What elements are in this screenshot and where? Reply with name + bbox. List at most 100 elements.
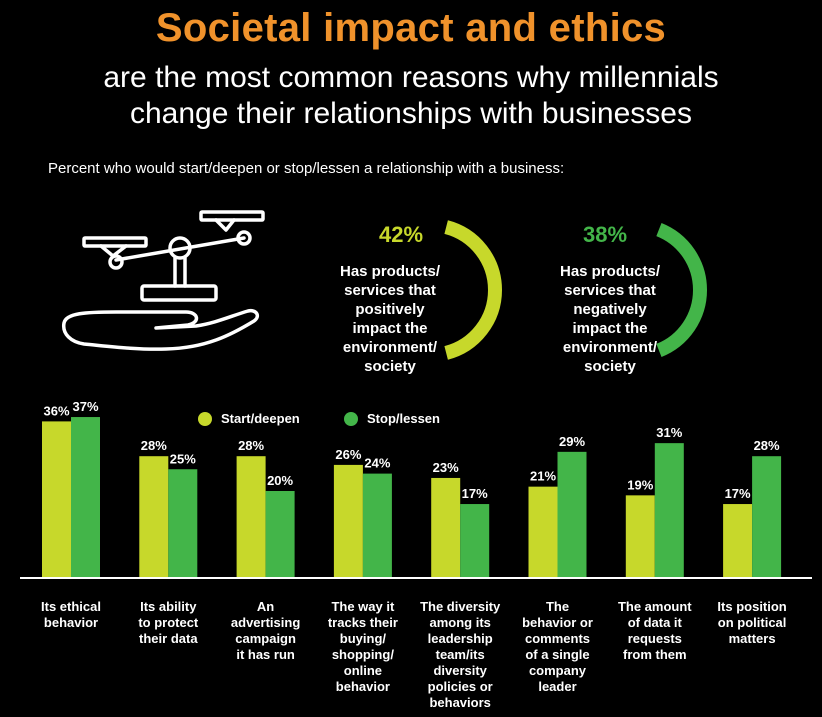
data-label-stop-7: 28%: [754, 438, 780, 453]
category-label-line: to protect: [138, 615, 199, 630]
data-label-stop-4: 17%: [462, 486, 488, 501]
bar-start-7: [723, 504, 753, 578]
stat-description-line: services that: [564, 282, 656, 299]
category-label-0: Its ethical behavior: [21, 599, 121, 631]
stat-ring-arc: [656, 223, 707, 357]
category-label-line: it has run: [236, 647, 295, 662]
category-label-4: The diversity among its leadership team/its…: [410, 599, 510, 711]
stat-value-positive: 42%: [379, 222, 424, 247]
stat-description-line: services that: [344, 282, 436, 299]
category-label-line: advertising: [230, 615, 301, 630]
stat-description-line: society: [364, 358, 416, 375]
legend-item-start: Start/deepen: [198, 411, 300, 426]
bar-start-2: [236, 456, 266, 578]
data-label-stop-6: 31%: [656, 425, 682, 440]
data-label-stop-5: 29%: [559, 434, 585, 449]
category-label-line: policies or: [427, 679, 493, 694]
category-label-line: among its: [429, 615, 491, 630]
category-label-line: The amount: [617, 599, 692, 614]
stat-description-negative: Has products/services that negatively impa…: [540, 262, 680, 376]
category-label-7: Its position on political matters: [702, 599, 802, 647]
legend-swatch-start: [198, 411, 212, 426]
stat-description-line: Has products/: [339, 263, 441, 280]
bar-start-1: [139, 456, 169, 578]
bar-stop-4: [460, 504, 490, 578]
category-label-line: tracks their: [327, 615, 398, 630]
page-subtitle-line-2: change their relationships with business…: [130, 97, 692, 130]
data-label-stop-1: 25%: [170, 451, 196, 466]
category-label-line: The diversity: [420, 599, 501, 614]
stat-description-line: environment/: [342, 339, 438, 356]
category-label-line: team/its: [435, 647, 485, 662]
stat-description-line: Has products/: [559, 263, 661, 280]
data-label-start-1: 28%: [141, 438, 167, 453]
bar-stop-7: [752, 456, 782, 578]
bar-start-5: [528, 486, 558, 578]
data-label-start-2: 28%: [238, 438, 264, 453]
stat-ring-negative: [656, 223, 707, 357]
data-label-stop-3: 24%: [364, 456, 390, 471]
page-subtitle-line-1: are the most common reasons why millenni…: [103, 61, 719, 94]
category-label-line: behaviors: [429, 695, 491, 710]
category-label-1: Its ability to protect their data: [118, 599, 218, 647]
category-label-line: leadership: [427, 631, 493, 646]
stat-description-line: environment/: [562, 339, 658, 356]
category-label-line: on political: [717, 615, 787, 630]
bar-stop-3: [362, 473, 392, 578]
stat-description-positive: Has products/services that positively impa…: [320, 262, 460, 376]
bar-start-0: [42, 421, 71, 578]
bar-start-6: [625, 495, 655, 578]
category-label-line: their data: [139, 631, 198, 646]
category-label-line: The way it: [331, 599, 395, 614]
page-title: Societal impact and ethics: [155, 6, 667, 50]
data-label-stop-0: 37%: [72, 399, 98, 414]
category-label-line: The: [545, 599, 570, 614]
stat-description-line: impact the: [572, 320, 648, 337]
category-label-3: The way it tracks their buying/shopping/on…: [313, 599, 413, 695]
category-label-line: comments: [524, 631, 591, 646]
category-label-line: buying/: [339, 631, 386, 646]
bar-stop-6: [654, 443, 684, 578]
category-label-line: of data it: [627, 615, 682, 630]
category-label-line: leader: [538, 679, 577, 694]
category-label-line: matters: [728, 631, 776, 646]
data-label-stop-2: 20%: [267, 473, 293, 488]
category-label-6: The amount of data it requests from them: [605, 599, 705, 663]
stat-description-line: negatively: [573, 301, 647, 318]
legend-label-stop: Stop/lessen: [367, 411, 440, 426]
data-label-start-5: 21%: [530, 469, 556, 484]
bar-stop-5: [557, 451, 587, 578]
data-label-start-3: 26%: [335, 447, 361, 462]
stat-description-line: positively: [355, 301, 425, 318]
category-label-line: requests: [627, 631, 682, 646]
stat-description-line: society: [584, 358, 636, 375]
data-label-start-0: 36%: [43, 403, 69, 418]
category-label-line: of a single: [525, 647, 590, 662]
category-label-2: An advertising campaign it has run: [216, 599, 316, 663]
data-label-start-7: 17%: [725, 486, 751, 501]
legend-label-start: Start/deepen: [221, 411, 300, 426]
stat-ring-arc: [444, 220, 502, 360]
category-label-line: behavior: [335, 679, 390, 694]
category-label-line: campaign: [235, 631, 296, 646]
category-label-line: shopping/: [331, 647, 394, 662]
data-label-start-4: 23%: [433, 460, 459, 475]
stat-ring-positive: [444, 220, 502, 360]
category-label-line: behavior or: [522, 615, 593, 630]
category-label-line: from them: [623, 647, 687, 662]
category-label-line: diversity: [433, 663, 487, 678]
category-label-line: Its position: [717, 599, 787, 614]
bar-start-3: [333, 464, 363, 578]
scale-in-hand-icon: [62, 210, 265, 351]
bar-stop-2: [265, 491, 295, 578]
category-label-line: behavior: [43, 615, 99, 630]
category-label-line: Its ethical: [41, 599, 101, 614]
data-label-start-6: 19%: [627, 477, 653, 492]
bar-stop-0: [71, 417, 100, 578]
category-label-line: online: [343, 663, 383, 678]
bar-chart: 36% 37%28%25%28%20%26%24% 23%17%21%29%19%3…: [20, 399, 812, 579]
category-label-5: The behavior or comments of a single company…: [508, 599, 608, 695]
legend-item-stop: Stop/lessen: [344, 411, 440, 426]
category-label-line: Its ability: [140, 599, 197, 614]
intro-text: Percent who would start/deepen or stop/l…: [48, 160, 565, 177]
